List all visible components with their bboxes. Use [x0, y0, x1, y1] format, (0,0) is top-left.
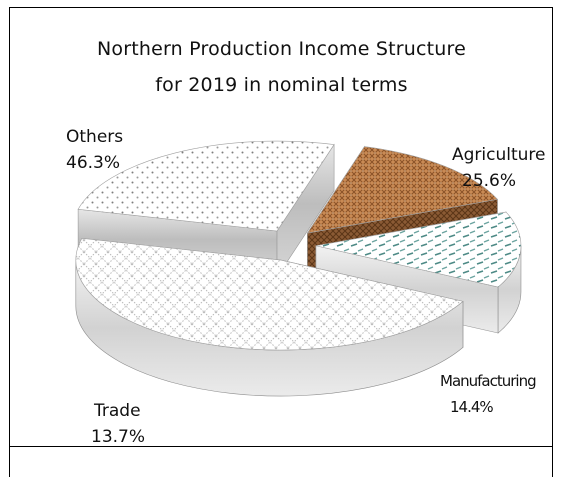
pie-top-trade	[315, 211, 522, 288]
pie-top-others	[75, 237, 464, 351]
chart-subtitle: for 2019 in nominal terms	[155, 74, 408, 96]
label-trade-value: 13.7%	[91, 427, 146, 447]
chart-title: Northern Production Income Structure	[96, 38, 467, 60]
label-agriculture-value: 25.6%	[462, 171, 517, 191]
label-manufacturing-name: Manufacturing	[440, 372, 537, 390]
label-agriculture: Agriculture 25.6%	[452, 142, 546, 194]
label-trade-name: Trade	[94, 401, 141, 421]
pie-top-agriculture	[77, 140, 335, 232]
label-agriculture-name: Agriculture	[452, 145, 546, 165]
label-manufacturing-value: 14.4%	[450, 398, 494, 416]
label-manufacturing: Manufacturing 14.4%	[440, 368, 537, 420]
label-others-value: 46.3%	[66, 153, 121, 173]
label-others: Others 46.3%	[66, 124, 123, 176]
frame-left-edge	[9, 446, 10, 477]
label-trade: Trade 13.7%	[91, 398, 145, 450]
label-others-name: Others	[66, 127, 124, 147]
frame-right-edge	[552, 446, 553, 477]
pie-slice-others	[75, 237, 464, 397]
pie-top-manufacturing	[306, 146, 499, 234]
